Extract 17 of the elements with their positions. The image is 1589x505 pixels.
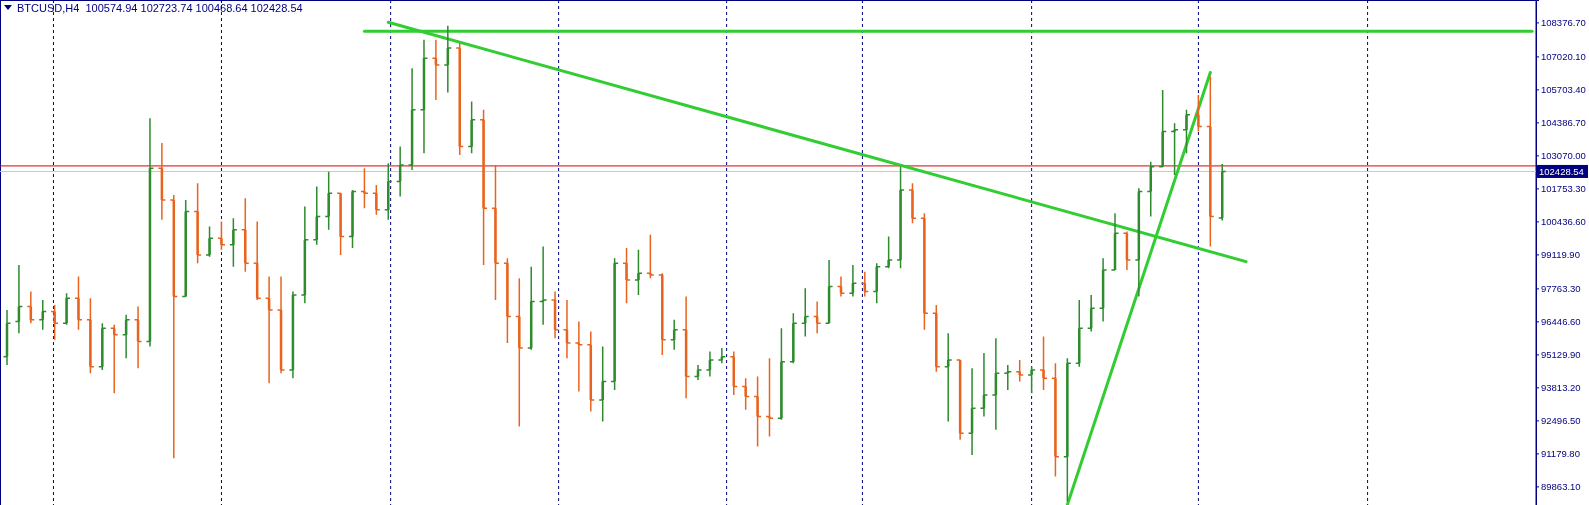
y-tick-label: 93813.20	[1541, 381, 1581, 393]
y-tick-label: 96446.60	[1541, 315, 1581, 327]
y-tick-label: 100436.60	[1541, 215, 1586, 227]
y-tick-label: 105703.40	[1541, 83, 1586, 95]
y-tick-label: 107020.10	[1541, 50, 1586, 62]
y-tick-label: 89863.10	[1541, 480, 1581, 492]
y-tick-label: 99119.90	[1541, 248, 1580, 260]
y-tick-label: 97763.30	[1541, 282, 1581, 294]
y-tick-label: 91179.80	[1541, 447, 1580, 459]
y-tick-label: 104386.70	[1541, 116, 1586, 128]
y-tick-label: 103070.00	[1541, 149, 1586, 161]
y-tick-label: 101753.30	[1541, 182, 1586, 194]
y-tick-label: 95129.90	[1541, 348, 1581, 360]
y-tick-label: 92496.50	[1541, 414, 1581, 426]
ref-line-label: 102428.54	[1539, 165, 1584, 177]
chart-title: BTCUSD,H4 100574.94 102723.74 100468.64 102428.54	[17, 2, 303, 14]
y-tick-label: 108376.70	[1541, 16, 1586, 28]
